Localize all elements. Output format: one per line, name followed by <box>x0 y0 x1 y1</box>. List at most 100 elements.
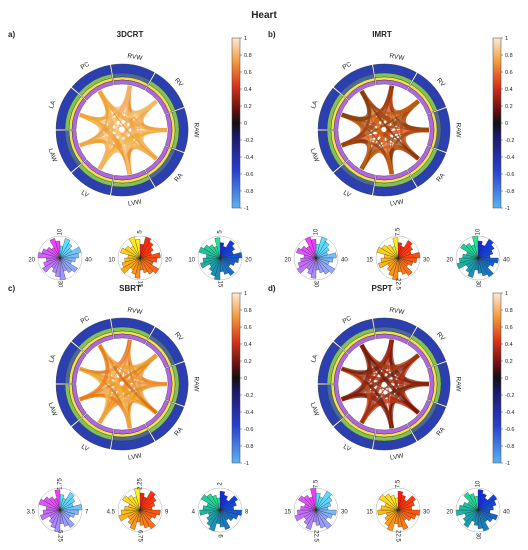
colorbar-tick-label: -0.6 <box>244 427 253 433</box>
colorbar-tick-label: 0.4 <box>244 87 252 93</box>
polar-bin <box>59 497 75 511</box>
ring-inner-segment <box>145 340 170 369</box>
colorbar-tick-label: -0.2 <box>505 393 514 399</box>
polar-bin <box>219 240 235 259</box>
polar-outline <box>117 487 163 533</box>
polar-bin <box>43 257 61 267</box>
polar-bin <box>397 257 407 275</box>
polar-outline <box>37 487 83 533</box>
polar-bin <box>139 257 148 274</box>
node-label-rv: RV <box>435 77 447 89</box>
polar-bin <box>474 496 479 511</box>
polar-tick-label: 10 <box>108 258 115 264</box>
ring-inner-segment <box>427 113 435 147</box>
colorbar-tick-label: 0 <box>244 121 247 127</box>
polar-bin <box>388 257 399 277</box>
polar-tick-label: 15 <box>366 258 373 264</box>
node-label-raw: RAW <box>192 123 199 139</box>
polar-bin <box>212 494 221 511</box>
polar-bin <box>219 257 235 276</box>
polar-outline <box>37 235 83 281</box>
polar-bin <box>315 509 326 529</box>
polar-tick-label: 20 <box>28 258 35 264</box>
colorbar-tick-label: 1 <box>244 291 247 297</box>
polar-bin <box>315 246 330 259</box>
polar-tick-label: 5 <box>218 230 224 234</box>
polar-tick-label: 30 <box>341 510 348 516</box>
chord-link <box>340 89 372 122</box>
colorbar-tick-label: 0.6 <box>505 325 513 331</box>
polar-histogram-2: 5 20 15 10 <box>108 230 172 288</box>
polar-bin <box>315 509 333 519</box>
polar-tick-label: 4.5 <box>107 510 116 516</box>
polar-bin <box>378 257 399 269</box>
node-label-rv: RV <box>435 331 447 343</box>
ring-inner-segment <box>71 97 87 130</box>
polar-bin <box>315 252 337 259</box>
node-label-pc: PC <box>341 315 353 326</box>
colorbar-tick-label: 0.8 <box>505 308 513 314</box>
colorbar-tick-label: -0.2 <box>244 138 253 144</box>
ring-inner-segment <box>333 384 349 417</box>
node-label-law: LAW <box>47 148 59 164</box>
node-label-ra: RA <box>435 171 447 183</box>
ring-inner-segment <box>333 97 349 130</box>
panel-title: 3DCRT <box>117 30 144 39</box>
polar-histogram-2: 7.5 30 22.5 15 <box>366 479 430 542</box>
ring-inner-segment <box>345 80 376 101</box>
polar-tick-label: 40 <box>85 258 92 264</box>
polar-bin <box>121 257 141 268</box>
polar-bin <box>139 509 157 519</box>
polar-tick-label: 15 <box>136 281 142 288</box>
polar-histogram-1: 10 40 30 20 <box>284 228 348 288</box>
colorbar-tick-label: -1 <box>505 206 510 212</box>
polar-bin <box>59 257 73 273</box>
polar-bin <box>48 509 61 524</box>
node-label-ra: RA <box>173 171 185 183</box>
polar-bin <box>127 495 141 511</box>
polar-bin <box>139 252 161 259</box>
polar-bin <box>477 244 495 259</box>
polar-bin <box>214 237 221 259</box>
polar-bin <box>459 257 479 264</box>
colorbar-tick-label: -0.2 <box>505 138 514 144</box>
colorbar-tick-label: -0.8 <box>244 189 253 195</box>
chord-links <box>78 339 168 429</box>
polar-tick-label: 10 <box>188 258 195 264</box>
polar-bin <box>219 245 235 259</box>
colorbar-tick-label: -0.8 <box>505 189 514 195</box>
polar-outline <box>455 487 501 533</box>
colorbar-tick-label: -0.8 <box>244 444 253 450</box>
ring-inner-segment <box>375 79 409 91</box>
colorbar-tick-label: -0.6 <box>244 172 253 178</box>
figure-title: Heart <box>251 10 277 21</box>
ring-inner-segment <box>113 333 147 345</box>
node-label-pc: PC <box>79 61 91 72</box>
node-label-rv: RV <box>173 331 185 343</box>
colorbar-tick-label: -0.4 <box>505 410 514 416</box>
node-label-raw: RAW <box>454 377 461 393</box>
node-label-law: LAW <box>309 402 321 418</box>
panel-imrt: b) IMRT RVW RV RAW RA LVW LV LAW LA PC 1 0.8 0.6 0.4 0.… <box>268 30 514 290</box>
polar-tick-label: 20 <box>284 258 291 264</box>
colorbar-tick-label: -0.8 <box>505 444 514 450</box>
polar-bin <box>386 257 399 272</box>
node-label-lvw: LVW <box>128 452 143 461</box>
polar-tick-label: 8 <box>245 510 249 516</box>
node-label-rvw: RVW <box>389 307 406 317</box>
node-label-lv: LV <box>342 443 353 453</box>
polar-histogram-3: 5 20 15 10 <box>188 230 252 288</box>
ring-inner-segment <box>165 113 173 147</box>
polar-bin <box>139 241 154 259</box>
polar-bin <box>219 509 234 522</box>
polar-bin <box>394 497 399 511</box>
polar-tick-label: 30 <box>423 258 430 264</box>
ring-inner-segment <box>427 367 435 401</box>
polar-bin <box>467 257 479 278</box>
colorbar-tick-label: -0.2 <box>244 393 253 399</box>
polar-bin <box>48 496 61 511</box>
polar-bin <box>120 247 141 259</box>
node-label-rvw: RVW <box>127 53 144 63</box>
ring-inner-segment <box>83 413 114 434</box>
polar-tick-label: 2 <box>218 482 224 486</box>
